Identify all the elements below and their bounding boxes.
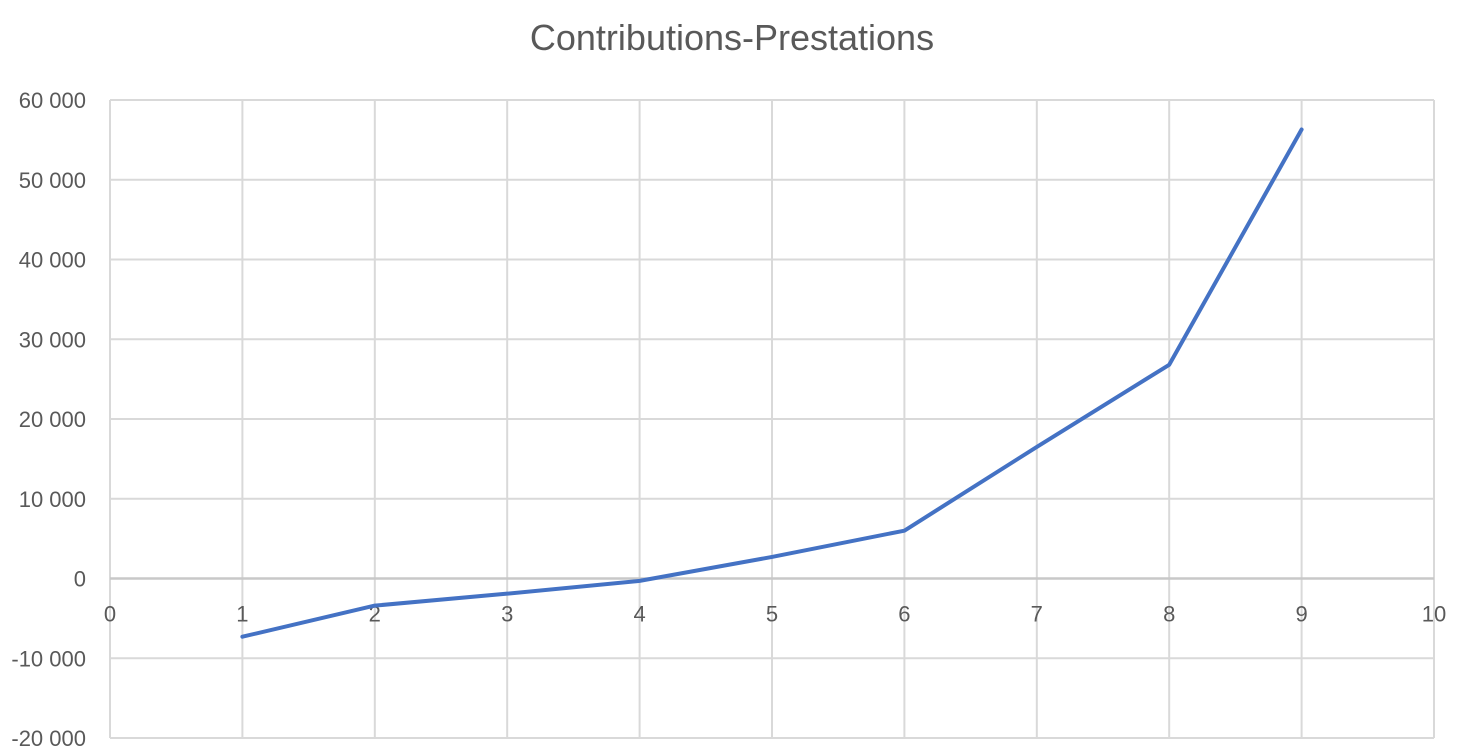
x-tick-label: 10 xyxy=(1422,602,1446,627)
x-tick-label: 0 xyxy=(104,602,116,627)
y-tick-label: -20 000 xyxy=(11,726,86,751)
x-tick-label: 6 xyxy=(898,602,910,627)
y-tick-label: 40 000 xyxy=(19,248,86,273)
x-tick-label: 5 xyxy=(766,602,778,627)
y-tick-label: -10 000 xyxy=(11,646,86,671)
x-tick-label: 8 xyxy=(1163,602,1175,627)
x-axis-tick-labels: 0 1 2 3 4 5 6 7 8 9 10 xyxy=(104,602,1446,627)
y-tick-label: 50 000 xyxy=(19,168,86,193)
y-tick-label: 20 000 xyxy=(19,407,86,432)
x-tick-label: 7 xyxy=(1031,602,1043,627)
x-tick-label: 4 xyxy=(633,602,645,627)
y-tick-label: 60 000 xyxy=(19,88,86,113)
x-tick-label: 9 xyxy=(1295,602,1307,627)
x-tick-label: 3 xyxy=(501,602,513,627)
y-tick-label: 10 000 xyxy=(19,487,86,512)
y-tick-label: 0 xyxy=(74,567,86,592)
series-layer xyxy=(240,127,1304,639)
y-axis-tick-labels: 60 000 50 000 40 000 30 000 20 000 10 000 0 -10… xyxy=(11,88,86,751)
y-tick-label: 30 000 xyxy=(19,327,86,352)
x-tick-label: 1 xyxy=(236,602,248,627)
horizontal-gridlines xyxy=(110,99,1434,739)
chart-title: Contributions-Prestations xyxy=(530,17,934,58)
